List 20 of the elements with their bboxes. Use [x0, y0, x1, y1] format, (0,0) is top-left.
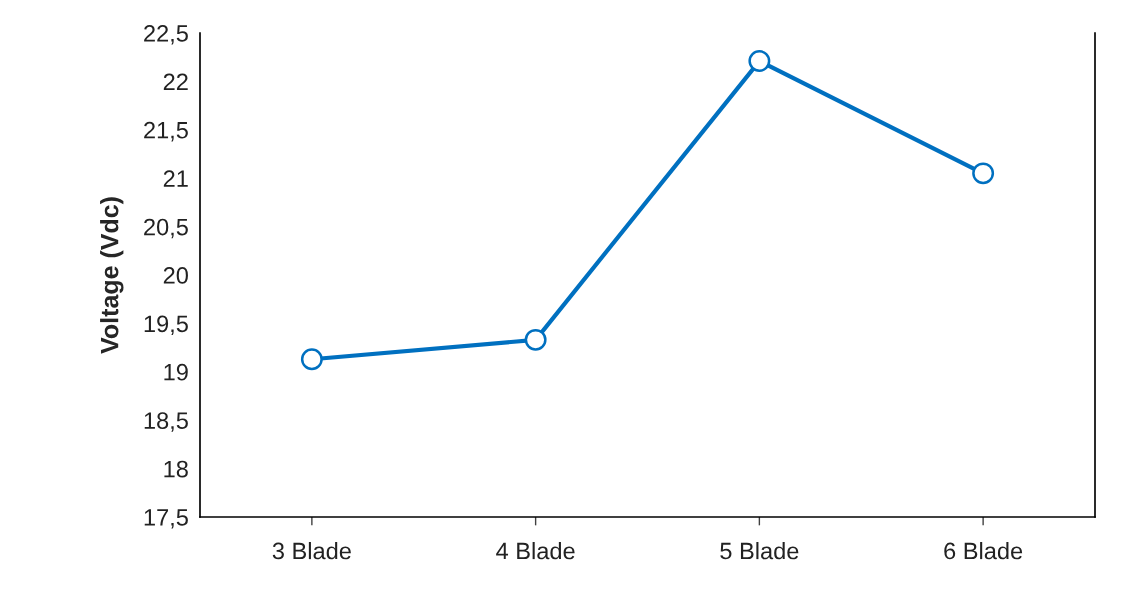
x-tick-label: 5 Blade	[720, 542, 799, 560]
point	[524, 328, 547, 351]
y-tick-label: 18	[164, 460, 188, 478]
x-tick-label: 3 Blade	[272, 542, 351, 560]
x-tick-label: 4 Blade	[496, 542, 575, 560]
x-tick-label: 6 Blade	[944, 542, 1023, 560]
y-tick-label: 21	[163, 170, 188, 187]
y-tick-label: 18,5	[144, 412, 188, 432]
y-tick-label: 19	[164, 363, 188, 381]
y-tick-label: 22,5	[144, 25, 188, 45]
y-tick-label: 21,5	[144, 121, 188, 142]
point	[972, 162, 995, 185]
y-axis-title: Voltage (Vdc)	[100, 197, 124, 354]
y-tick-label: 19,5	[144, 315, 188, 335]
point	[748, 50, 771, 73]
point	[300, 348, 323, 371]
y-tick-label: 20,5	[144, 218, 188, 239]
y-tick-label: 17,5	[144, 509, 188, 529]
y-tick-label: 22	[163, 73, 188, 90]
y-tick-label: 20	[163, 267, 188, 284]
